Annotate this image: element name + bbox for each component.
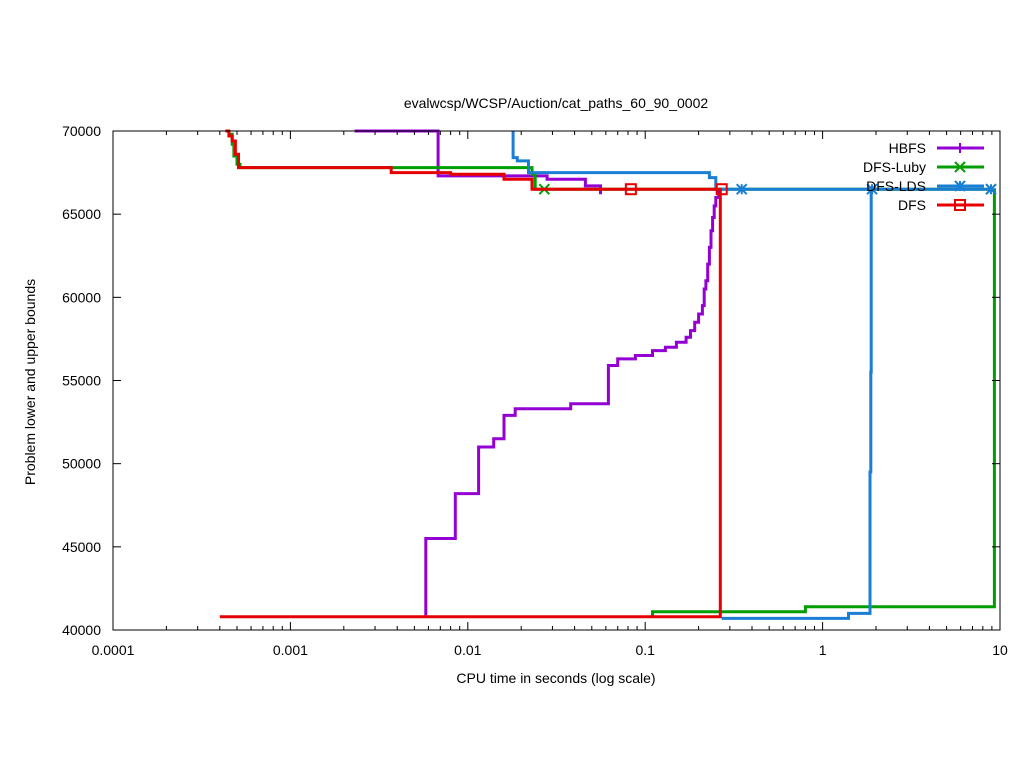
legend-marker xyxy=(954,199,966,211)
series-dfs-lds xyxy=(511,131,997,620)
legend: HBFS DFS-Luby DFS-LDS DFS xyxy=(863,140,984,213)
legend-label: DFS-Luby xyxy=(863,159,926,175)
marker-stroke xyxy=(715,183,728,196)
marker-stroke xyxy=(985,183,997,195)
x-axis: 0.0001 0.001 0.01 0.1 1 10 xyxy=(92,131,1008,658)
series-dfs xyxy=(219,129,728,619)
x-tick-label: 0.0001 xyxy=(92,642,135,658)
x-tick-label: 1 xyxy=(819,642,827,658)
marker-stroke xyxy=(954,180,966,192)
marker-stroke xyxy=(736,183,748,195)
legend-marker xyxy=(955,143,965,153)
y-tick-label: 40000 xyxy=(62,622,101,638)
x-tick-label: 0.001 xyxy=(273,642,308,658)
data-point-marker xyxy=(624,183,637,196)
legend-item: DFS xyxy=(898,197,984,213)
marker-stroke xyxy=(866,183,878,195)
x-axis-label: CPU time in seconds (log scale) xyxy=(456,670,655,686)
y-tick-label: 50000 xyxy=(62,456,101,472)
series-hbfs xyxy=(354,129,721,617)
series-line xyxy=(424,189,721,617)
legend-marker xyxy=(954,161,966,173)
series-line xyxy=(354,129,602,195)
legend-marker xyxy=(954,180,966,192)
y-tick-label: 60000 xyxy=(62,289,101,305)
x-tick-label: 10 xyxy=(992,642,1008,658)
marker-stroke xyxy=(624,183,637,196)
legend-label: HBFS xyxy=(889,140,926,156)
series-dfs-luby xyxy=(228,132,997,617)
data-point-marker xyxy=(985,183,997,195)
series-line xyxy=(225,129,722,191)
marker-stroke xyxy=(954,161,966,173)
plot-area xyxy=(219,129,997,620)
legend-label: DFS-LDS xyxy=(866,178,926,194)
x-tick-label: 0.01 xyxy=(454,642,481,658)
data-point-marker xyxy=(736,183,748,195)
data-point-marker xyxy=(866,183,878,195)
y-tick-label: 70000 xyxy=(62,123,101,139)
legend-item: DFS-LDS xyxy=(866,178,984,194)
series-line xyxy=(511,131,991,191)
chart-title: evalwcsp/WCSP/Auction/cat_paths_60_90_00… xyxy=(404,95,709,111)
data-point-marker xyxy=(715,183,728,196)
plot-frame xyxy=(112,130,1001,631)
legend-label: DFS xyxy=(898,197,926,213)
series-line xyxy=(721,189,873,620)
y-tick-label: 65000 xyxy=(62,206,101,222)
series-line xyxy=(651,189,996,617)
legend-item: HBFS xyxy=(889,140,984,156)
legend-item: DFS-Luby xyxy=(863,159,984,175)
y-tick-label: 45000 xyxy=(62,539,101,555)
series-line xyxy=(219,189,722,619)
y-tick-label: 55000 xyxy=(62,373,101,389)
x-tick-label: 0.1 xyxy=(635,642,655,658)
y-axis: 40000 45000 50000 55000 60000 65000 70000 xyxy=(62,123,1000,638)
marker-stroke xyxy=(954,199,966,211)
y-axis-label: Problem lower and upper bounds xyxy=(22,279,38,485)
